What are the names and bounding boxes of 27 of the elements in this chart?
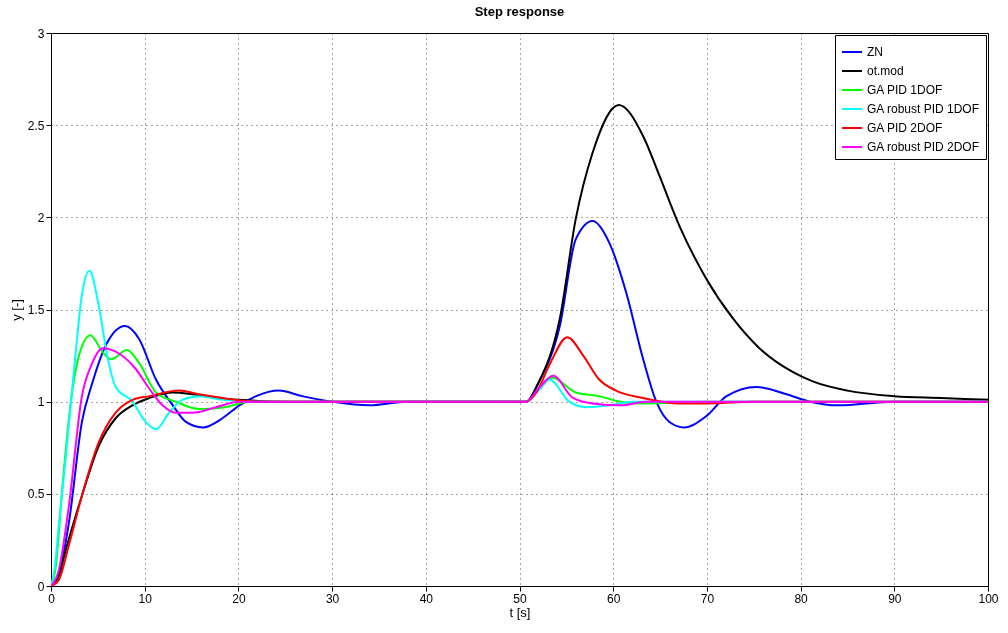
legend-label: GA robust PID 1DOF [867,102,980,116]
y-axis-title: y [-] [8,299,24,321]
x-tick-label: 90 [888,591,902,606]
y-tick-label: 0.5 [27,487,45,502]
chart-title: Step response [474,4,565,19]
y-tick-label: 1.5 [27,303,45,317]
y-tick-label: 1 [37,395,45,410]
x-tick-label: 20 [232,591,246,606]
y-tick-label: 0 [37,579,45,594]
x-tick-label: 10 [138,591,153,606]
legend-label: GA PID 1DOF [867,83,943,97]
x-tick-label: 100 [978,591,999,606]
x-axis-title: t [s] [509,604,531,620]
x-tick-label: 80 [794,591,809,606]
x-tick-label: 0 [48,591,56,606]
legend-label: ot.mod [867,64,904,78]
legend-label: ZN [867,45,883,59]
x-tick-label: 40 [419,591,434,606]
x-tick-label: 50 [513,591,527,606]
legend-label: GA PID 2DOF [867,121,943,135]
y-tick-label: 3 [37,26,45,41]
y-tick-label: 2.5 [27,118,45,133]
x-tick-label: 70 [700,591,715,606]
x-tick-label: 60 [607,591,621,606]
x-tick-label: 30 [325,591,340,606]
y-tick-label: 2 [37,210,45,225]
legend-label: GA robust PID 2DOF [867,140,980,154]
